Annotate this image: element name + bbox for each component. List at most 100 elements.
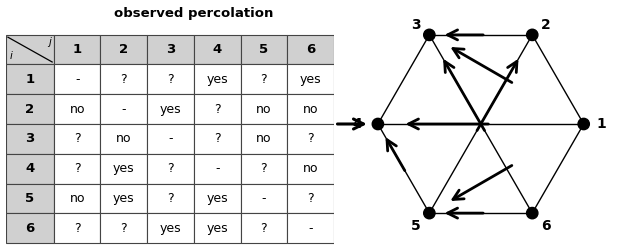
Text: yes: yes [113, 192, 135, 205]
Bar [54, 35, 101, 64]
Bar [6, 124, 54, 154]
Bar [147, 184, 194, 213]
Text: 3: 3 [25, 132, 35, 145]
Bar [6, 94, 54, 124]
Bar [54, 154, 101, 184]
Bar [287, 184, 334, 213]
Text: ?: ? [261, 73, 267, 86]
Bar [101, 154, 147, 184]
Text: 1: 1 [72, 43, 82, 56]
Bar [241, 184, 287, 213]
Text: ?: ? [307, 192, 314, 205]
Bar [241, 213, 287, 243]
Bar [101, 94, 147, 124]
Text: ?: ? [261, 222, 267, 235]
Text: no: no [69, 192, 85, 205]
Bar [147, 35, 194, 64]
Bar [241, 64, 287, 94]
Circle shape [527, 207, 538, 219]
Text: ?: ? [214, 103, 220, 116]
Bar [6, 154, 54, 184]
Text: -: - [75, 73, 79, 86]
Bar [147, 94, 194, 124]
Text: yes: yes [159, 222, 181, 235]
Text: ?: ? [167, 192, 174, 205]
Text: 5: 5 [411, 219, 421, 233]
Bar [54, 124, 101, 154]
Text: 2: 2 [541, 18, 551, 31]
Text: ?: ? [74, 132, 81, 145]
Bar [6, 184, 54, 213]
Circle shape [578, 118, 589, 130]
Text: no: no [256, 103, 272, 116]
Text: yes: yes [207, 192, 228, 205]
Text: no: no [256, 132, 272, 145]
Text: yes: yes [207, 222, 228, 235]
Bar [147, 154, 194, 184]
Text: ?: ? [167, 73, 174, 86]
Bar [287, 35, 334, 64]
Text: no: no [116, 132, 132, 145]
Bar [6, 35, 54, 64]
Bar [54, 94, 101, 124]
Text: i: i [9, 51, 13, 61]
Text: ?: ? [307, 132, 314, 145]
Bar [194, 64, 241, 94]
Text: 6: 6 [541, 219, 551, 233]
Text: -: - [168, 132, 173, 145]
Bar [194, 213, 241, 243]
Text: no: no [303, 103, 318, 116]
Text: 1: 1 [597, 117, 606, 131]
Text: ?: ? [120, 222, 127, 235]
Bar [147, 124, 194, 154]
Bar [6, 64, 54, 94]
Bar [287, 213, 334, 243]
Bar [101, 64, 147, 94]
Text: -: - [215, 162, 219, 175]
Bar [287, 124, 334, 154]
Text: yes: yes [300, 73, 321, 86]
Bar [194, 35, 241, 64]
Bar [147, 213, 194, 243]
Text: -: - [122, 103, 126, 116]
Bar [194, 154, 241, 184]
Bar [194, 94, 241, 124]
Bar [287, 64, 334, 94]
Text: ?: ? [214, 132, 220, 145]
Text: 2: 2 [25, 103, 35, 116]
Text: ?: ? [261, 162, 267, 175]
Text: 4: 4 [352, 117, 362, 131]
Text: 6: 6 [306, 43, 315, 56]
Text: yes: yes [113, 162, 135, 175]
Bar [6, 213, 54, 243]
Text: ?: ? [167, 162, 174, 175]
Bar [241, 35, 287, 64]
Text: 1: 1 [25, 73, 35, 86]
Bar [54, 64, 101, 94]
Text: no: no [69, 103, 85, 116]
Bar [54, 213, 101, 243]
Text: 4: 4 [25, 162, 35, 175]
Bar [241, 154, 287, 184]
Text: j: j [49, 37, 51, 47]
Bar [194, 184, 241, 213]
Bar [54, 184, 101, 213]
Circle shape [424, 207, 435, 219]
Bar [287, 94, 334, 124]
Text: observed percolation: observed percolation [114, 7, 273, 20]
Text: -: - [261, 192, 266, 205]
Text: 3: 3 [411, 18, 421, 31]
Bar [101, 35, 147, 64]
Text: -: - [308, 222, 313, 235]
Text: 5: 5 [260, 43, 268, 56]
Text: no: no [303, 162, 318, 175]
Bar [194, 124, 241, 154]
Bar [101, 213, 147, 243]
Text: yes: yes [207, 73, 228, 86]
Text: 6: 6 [25, 222, 35, 235]
Text: yes: yes [159, 103, 181, 116]
Text: 3: 3 [166, 43, 175, 56]
Circle shape [527, 29, 538, 41]
Circle shape [424, 29, 435, 41]
Bar [287, 154, 334, 184]
